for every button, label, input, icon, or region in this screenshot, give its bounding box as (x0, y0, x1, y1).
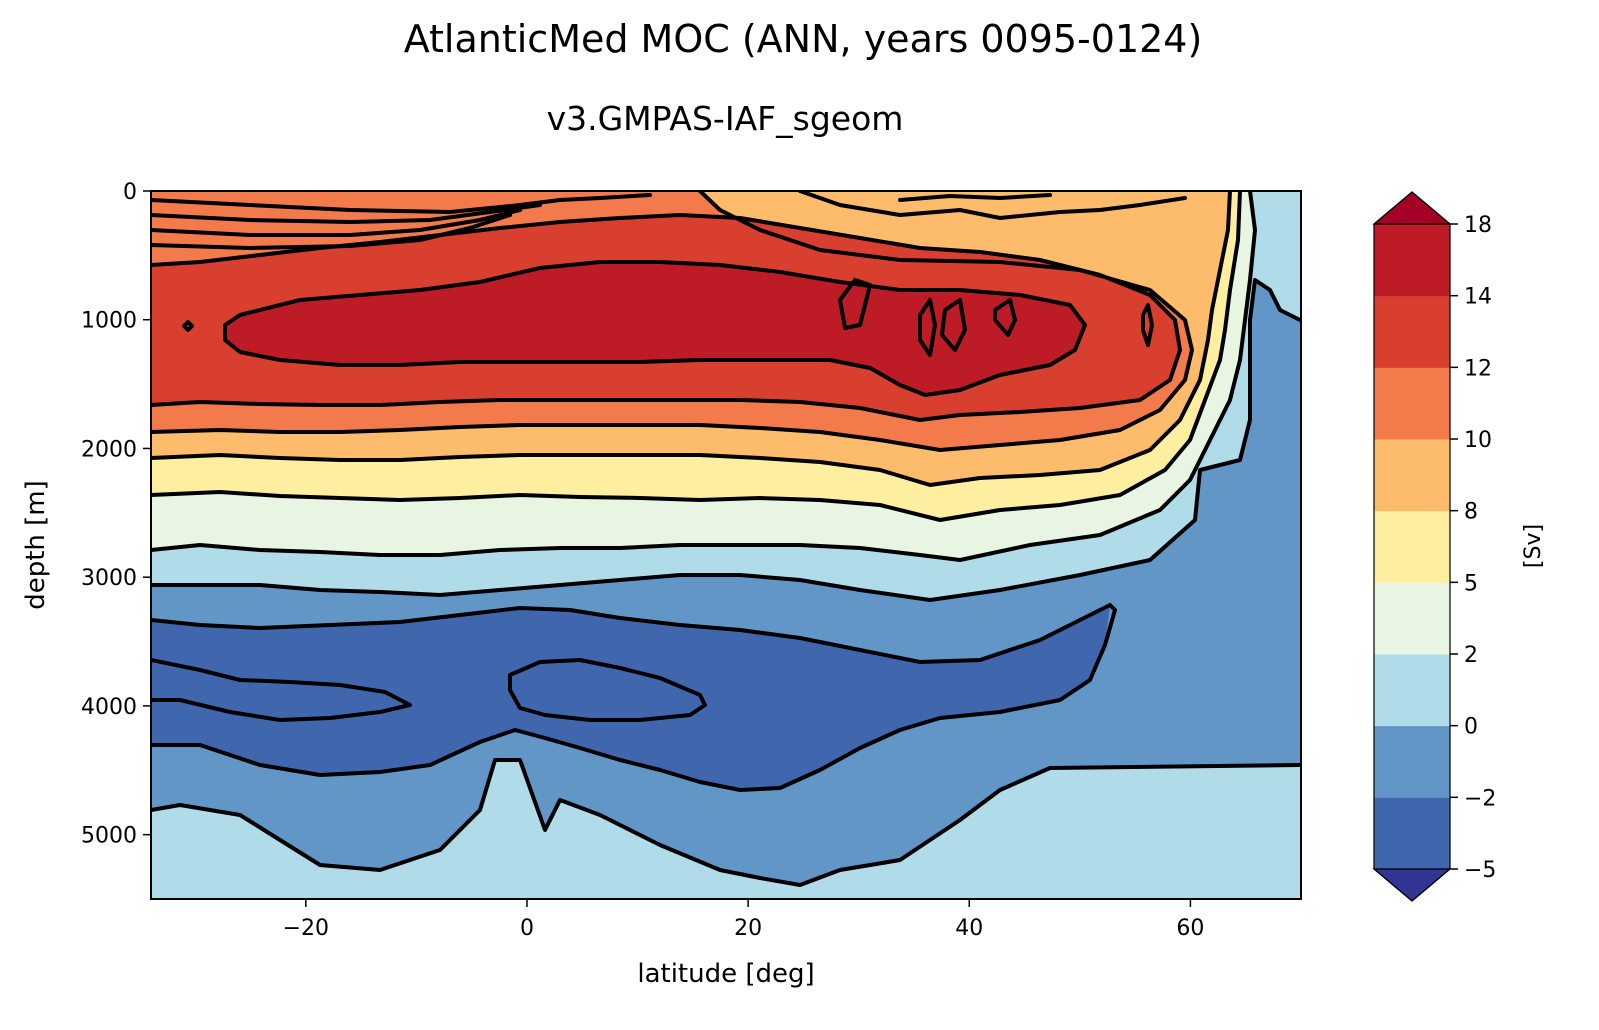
colorbar-tick-label: 5 (1464, 571, 1478, 596)
x-tick-label: −20 (283, 916, 329, 941)
contour-line-surface-4 (151, 213, 512, 250)
contour-line-5sv (151, 191, 1242, 522)
colorbar-over-triangle (1372, 191, 1452, 225)
y-tick-label: 0 (123, 180, 137, 205)
plot-frame (150, 190, 1302, 900)
band-minus5-minus2 (151, 605, 1110, 790)
x-tick-label: 20 (734, 916, 762, 941)
contour-line-2sv (151, 191, 1257, 562)
colorbar-tick-label: −5 (1464, 858, 1496, 883)
colorbar-under-triangle (1372, 868, 1452, 902)
colorbar-segment (1374, 224, 1450, 297)
colorbar-segment (1374, 797, 1450, 870)
colorbar-segment (1374, 367, 1450, 440)
x-tick-label: 0 (520, 916, 534, 941)
contour-line-core-39n (940, 298, 967, 352)
contour-line-8sv (151, 191, 1232, 487)
contour-line-minus2-west (151, 658, 412, 722)
contour-line-12sv (151, 213, 1182, 422)
contour-line-core-56n (1141, 303, 1154, 347)
colorbar-segment (1374, 725, 1450, 798)
colorbar-tick-label: −2 (1464, 786, 1496, 811)
y-tick-label: 4000 (81, 695, 137, 720)
colorbar-tick-label: 2 (1464, 643, 1478, 668)
colorbar-segment (1374, 510, 1450, 583)
colorbar-segment (1374, 295, 1450, 368)
contour-line-10sv (151, 191, 1194, 452)
x-axis: −20 0 20 40 60 (283, 899, 1204, 941)
contour-line-core-west (182, 320, 194, 332)
contour-fill (151, 191, 1301, 899)
contour-line-zero-upper (151, 278, 1301, 602)
y-tick-label: 3000 (81, 566, 137, 591)
y-axis-label: depth [m] (21, 480, 51, 610)
colorbar-tick-label: 10 (1464, 428, 1492, 453)
contour-line-north-1 (798, 191, 1187, 220)
contour-line-north-2 (898, 193, 1052, 202)
colorbar-tick-label: 8 (1464, 500, 1478, 525)
contour-line-minus2-upper (151, 603, 1117, 792)
contour-line-surface-2 (151, 203, 542, 224)
x-tick-label: 40 (955, 916, 983, 941)
y-tick-label: 1000 (81, 309, 137, 334)
colorbar-tick-label: 0 (1464, 715, 1478, 740)
colorbar-label: [Sv] (1521, 524, 1546, 568)
contour-line-core-36n (918, 298, 937, 357)
colorbar-segment (1374, 654, 1450, 727)
contour-line-surface-3 (151, 208, 522, 237)
colorbar-tick-label: 12 (1464, 356, 1492, 381)
chart-title: AtlanticMed MOC (ANN, years 0095-0124) (404, 17, 1203, 61)
colorbar-segment (1374, 439, 1450, 512)
contour-line-14sv (223, 260, 1087, 397)
contour-line-core-30n (838, 278, 872, 330)
contour-line-core-43n (993, 298, 1017, 337)
colorbar-segment (1374, 582, 1450, 655)
chart-subtitle: v3.GMPAS-IAF_sgeom (547, 99, 904, 138)
y-tick-label: 5000 (81, 824, 137, 849)
contour-line-minus2-mid (508, 658, 707, 722)
y-tick-label: 2000 (81, 437, 137, 462)
colorbar: −5 −2 0 2 5 8 10 12 14 18 (1372, 191, 1496, 902)
x-axis-label: latitude [deg] (637, 959, 814, 989)
y-axis: 0 1000 2000 3000 4000 5000 (81, 180, 151, 849)
colorbar-tick-label: 18 (1464, 213, 1492, 238)
contour-line-bottom (151, 758, 1301, 887)
contour-line-surface-1 (151, 193, 652, 214)
x-tick-label: 60 (1176, 916, 1204, 941)
contour-lines (151, 191, 1301, 887)
colorbar-tick-label: 14 (1464, 285, 1492, 310)
